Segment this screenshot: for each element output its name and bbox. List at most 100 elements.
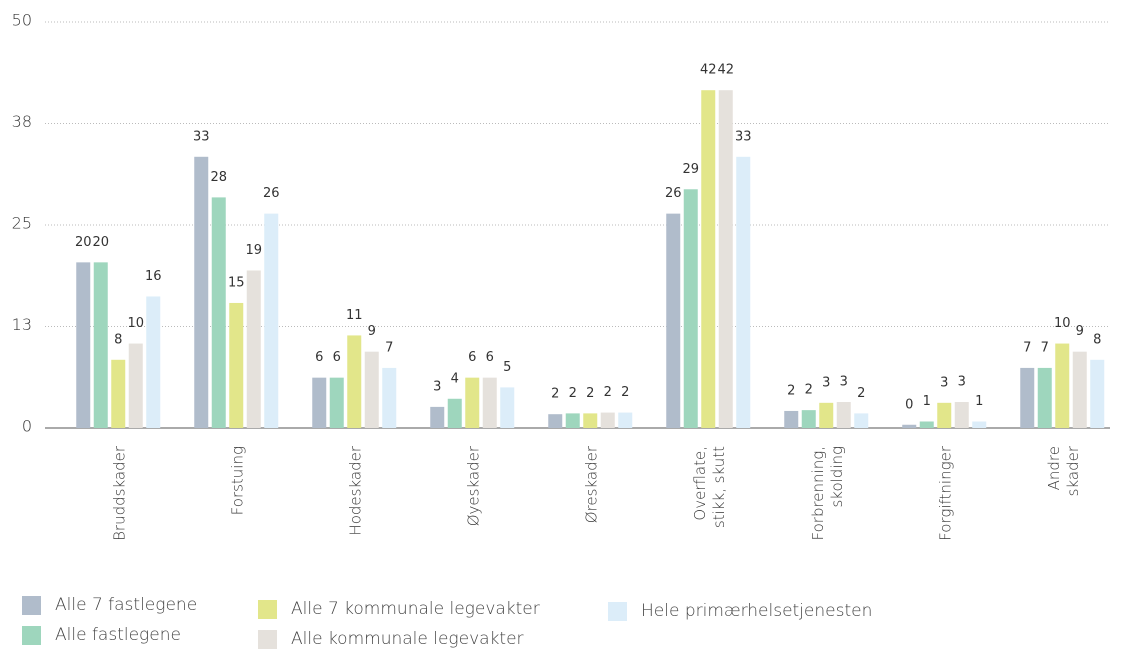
bar — [902, 424, 917, 428]
bar — [618, 412, 633, 428]
data-label: 3 — [433, 379, 441, 394]
bar — [919, 421, 934, 428]
legend-label: Alle kommunale legevakter — [291, 629, 524, 649]
data-label: 8 — [1093, 332, 1101, 347]
bar — [565, 413, 580, 428]
data-label: 1 — [975, 394, 983, 409]
x-tick-label: Forbrenning, skolding — [809, 446, 846, 541]
bar — [683, 189, 698, 428]
data-label: 7 — [1023, 340, 1031, 355]
data-label: 10 — [127, 316, 144, 331]
bar — [548, 414, 563, 428]
bar — [937, 402, 952, 428]
data-label: 7 — [385, 340, 393, 355]
legend-item: Alle kommunale legevakter — [258, 629, 524, 649]
y-tick-label: 13 — [12, 315, 32, 334]
bar — [1020, 367, 1035, 428]
data-label: 16 — [145, 269, 162, 284]
bar — [264, 213, 279, 428]
data-label: 2 — [805, 383, 813, 398]
bar — [701, 90, 716, 428]
x-tick-label: Bruddskader — [110, 446, 129, 541]
data-label: 20 — [75, 235, 92, 250]
data-label: 2 — [551, 387, 559, 402]
bar — [972, 421, 987, 428]
bar — [718, 90, 733, 428]
bar — [229, 302, 244, 428]
bar — [1037, 367, 1052, 428]
bar — [382, 367, 397, 428]
legend-label: Alle 7 fastlegene — [55, 595, 198, 615]
bar — [211, 197, 226, 428]
data-label: 2 — [621, 385, 629, 400]
bar — [801, 410, 816, 428]
bar — [430, 406, 445, 428]
bar — [312, 377, 327, 428]
data-label: 6 — [315, 350, 323, 365]
data-label: 19 — [245, 243, 262, 258]
data-label: 9 — [1076, 324, 1084, 339]
bar — [500, 387, 515, 428]
legend-label: Alle 7 kommunale legevakter — [291, 599, 540, 619]
y-tick-label: 25 — [12, 214, 32, 233]
bar — [194, 156, 209, 429]
data-label: 3 — [822, 375, 830, 390]
y-tick-label: 38 — [12, 112, 32, 131]
x-tick-label: Øreskader — [582, 446, 601, 524]
bar — [93, 262, 108, 428]
data-label: 4 — [451, 371, 459, 386]
data-label: 2 — [857, 386, 865, 401]
data-label: 5 — [503, 360, 511, 375]
legend-swatch — [608, 601, 627, 621]
x-tick-label: Overflate, stikk, skutt — [691, 446, 728, 529]
data-label: 3 — [940, 375, 948, 390]
bar — [76, 262, 91, 428]
x-tick-label: Forstuing — [228, 446, 247, 516]
bar — [329, 377, 344, 428]
bar — [1090, 359, 1105, 428]
legend-swatch — [258, 629, 277, 649]
legend-item: Alle 7 kommunale legevakter — [258, 599, 540, 619]
legend-item: Alle 7 fastlegene — [22, 595, 197, 615]
data-label: 9 — [368, 324, 376, 339]
bar — [364, 351, 379, 428]
bar — [583, 413, 598, 428]
data-label: 28 — [210, 170, 227, 185]
bar — [465, 377, 480, 428]
data-label: 29 — [682, 162, 699, 177]
data-label: 8 — [114, 332, 122, 347]
legend-label: Alle fastlegene — [55, 625, 181, 645]
data-label: 42 — [717, 63, 734, 78]
x-tick-label: Andre skader — [1045, 446, 1082, 497]
data-label: 15 — [228, 275, 245, 290]
data-label: 42 — [700, 63, 717, 78]
data-label: 33 — [193, 129, 210, 144]
bar — [600, 412, 615, 428]
legend-swatch — [22, 625, 41, 645]
y-tick-label: 0 — [22, 417, 32, 436]
data-label: 6 — [333, 350, 341, 365]
data-label: 26 — [263, 186, 280, 201]
x-tick-label: Hodeskader — [346, 446, 365, 536]
bar — [854, 413, 869, 428]
bar — [1072, 351, 1087, 428]
bar — [482, 377, 497, 428]
data-label: 10 — [1054, 316, 1071, 331]
data-label: 26 — [665, 186, 682, 201]
bar — [736, 156, 751, 429]
bar — [347, 335, 362, 428]
legend-swatch — [22, 595, 41, 615]
data-label: 7 — [1041, 340, 1049, 355]
legend-item: Hele primærhelsetjenesten — [608, 601, 872, 621]
x-tick-label: Forgiftninger — [936, 446, 955, 541]
data-label: 2 — [569, 386, 577, 401]
bar — [111, 359, 126, 428]
legend-swatch — [258, 599, 277, 619]
data-label: 2 — [586, 386, 594, 401]
bar — [819, 402, 834, 428]
legend-label: Hele primærhelsetjenesten — [641, 601, 873, 621]
legend-item: Alle fastlegene — [22, 625, 181, 645]
data-label: 6 — [486, 350, 494, 365]
